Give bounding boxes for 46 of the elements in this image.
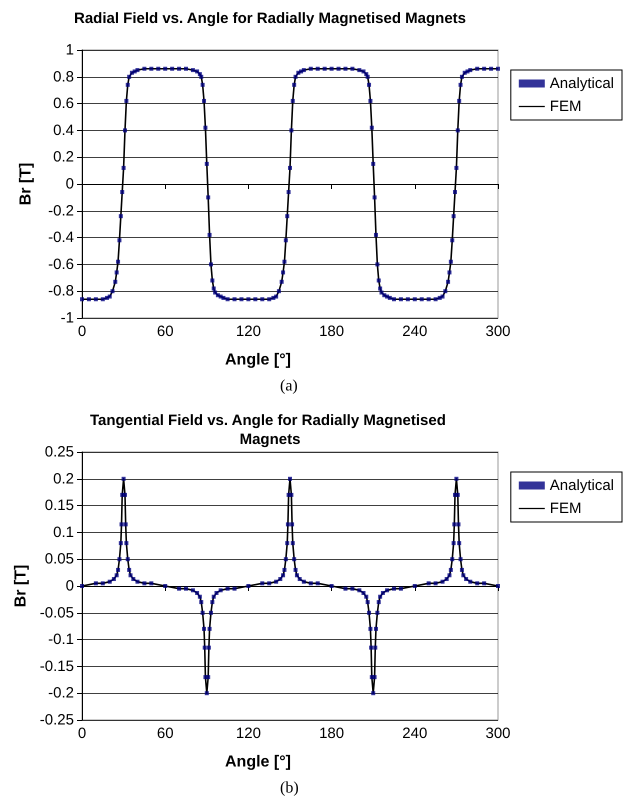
legend-label: Analytical (550, 477, 614, 494)
y-tick-label: -0.2 (48, 684, 74, 702)
y-tick-label: 0.05 (44, 550, 74, 568)
legend-label: FEM (550, 98, 582, 115)
y-tick-label: 0.15 (44, 497, 74, 514)
text: (b) (280, 780, 299, 796)
y-tick-label: -0.2 (48, 202, 74, 220)
x-tick-label: 180 (319, 725, 344, 742)
y-tick-label: -0.05 (40, 604, 74, 622)
legend-label: FEM (550, 500, 582, 517)
y-axis-title: Br [T] (12, 564, 30, 608)
x-tick-label: 60 (156, 323, 174, 340)
x-tick-label: 300 (485, 725, 511, 742)
x-tick-label: 180 (319, 323, 344, 340)
y-tick-label: -0.4 (48, 229, 74, 246)
y-tick-label: 0.2 (53, 148, 74, 166)
x-tick-label: 300 (485, 323, 511, 340)
chart-title: Tangential Field vs. Angle for Radially Magnetised Magnets (90, 412, 450, 448)
x-tick-label: 240 (402, 323, 428, 340)
y-tick-label: 0 (66, 578, 74, 594)
x-tick-label: 0 (78, 725, 86, 742)
legend-label: Analytical (550, 75, 614, 92)
y-tick-label: -0.1 (48, 631, 74, 648)
x-tick-label: 0 (78, 323, 86, 340)
y-tick-label: 0.8 (53, 68, 74, 86)
y-tick-label: 0.25 (44, 444, 74, 460)
y-tick-label: 0.4 (53, 122, 74, 139)
x-tick-label: 120 (236, 725, 261, 742)
y-tick-label: -0.8 (48, 282, 74, 300)
y-tick-label: -1 (60, 310, 74, 326)
y-tick-label: 0 (66, 176, 74, 192)
x-axis-title: Angle [°] (225, 754, 291, 770)
y-tick-label: -0.6 (48, 256, 74, 273)
y-tick-label: 0.2 (53, 470, 74, 488)
text: (a) (280, 378, 298, 394)
x-tick-label: 240 (402, 725, 428, 742)
chart-title: Radial Field vs. Angle for Radially Magnetised Magnets (74, 10, 466, 27)
y-tick-label: -0.25 (40, 712, 74, 728)
x-tick-label: 60 (156, 725, 174, 742)
x-axis-title: Angle [°] (225, 352, 291, 368)
y-tick-label: 0.1 (53, 524, 74, 541)
y-tick-label: 0.6 (53, 95, 74, 112)
y-tick-label: 1 (66, 42, 74, 58)
y-axis-title: Br [T] (18, 162, 34, 206)
y-tick-label: -0.15 (40, 658, 74, 675)
x-tick-label: 120 (236, 323, 261, 340)
